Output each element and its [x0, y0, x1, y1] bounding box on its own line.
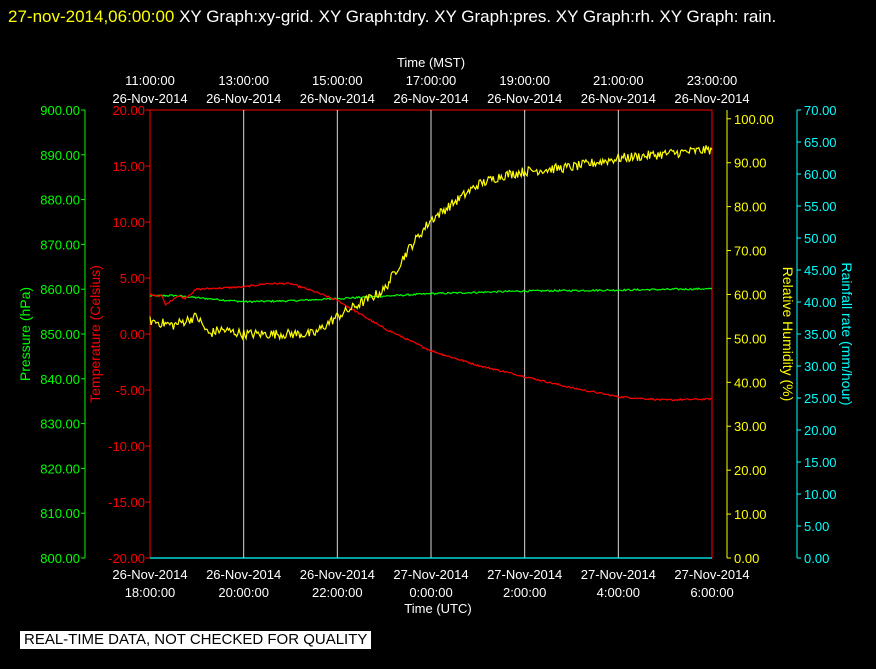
- x-bottom-tick-label: 4:00:00: [597, 585, 640, 600]
- humidity-tick-label: 40.00: [734, 375, 767, 390]
- pressure-axis-label: Pressure (hPa): [17, 287, 33, 381]
- timestamp: 27-nov-2014,06:00:00: [8, 7, 175, 26]
- rain-tick-label: 30.00: [804, 359, 837, 374]
- humidity-axis-label: Relative Humidity (%): [780, 267, 796, 402]
- rain-tick-label: 5.00: [804, 519, 829, 534]
- rain-tick-label: 55.00: [804, 199, 837, 214]
- x-bottom-tick-label: 27-Nov-2014: [487, 567, 562, 582]
- temperature-tick-label: -10.00: [108, 439, 145, 454]
- rain-tick-label: 45.00: [804, 263, 837, 278]
- x-bottom-tick-label: 27-Nov-2014: [393, 567, 468, 582]
- humidity-tick-label: 20.00: [734, 463, 767, 478]
- temperature-tick-label: -15.00: [108, 495, 145, 510]
- x-top-tick-label: 26-Nov-2014: [112, 91, 187, 106]
- x-bottom-tick-label: 27-Nov-2014: [581, 567, 656, 582]
- x-bottom-tick-label: 20:00:00: [218, 585, 269, 600]
- x-top-tick-label: 26-Nov-2014: [581, 91, 656, 106]
- temperature-tick-label: -20.00: [108, 551, 145, 566]
- pressure-tick-label: 810.00: [40, 506, 80, 521]
- humidity-tick-label: 0.00: [734, 551, 759, 566]
- temperature-tick-label: 5.00: [120, 271, 145, 286]
- temperature-series-line: [149, 282, 713, 402]
- pressure-tick-label: 900.00: [40, 103, 80, 118]
- x-bottom-tick-label: 2:00:00: [503, 585, 546, 600]
- x-top-tick-label: 21:00:00: [593, 73, 644, 88]
- pressure-tick-label: 840.00: [40, 372, 80, 387]
- pressure-tick-label: 870.00: [40, 237, 80, 252]
- x-bottom-tick-label: 18:00:00: [125, 585, 176, 600]
- rain-tick-label: 20.00: [804, 423, 837, 438]
- x-top-tick-label: 19:00:00: [499, 73, 550, 88]
- humidity-tick-label: 100.00: [734, 112, 774, 127]
- humidity-tick-label: 90.00: [734, 156, 767, 171]
- rain-tick-label: 65.00: [804, 135, 837, 150]
- x-top-tick-label: 26-Nov-2014: [674, 91, 749, 106]
- rain-tick-label: 0.00: [804, 551, 829, 566]
- x-top-tick-label: 26-Nov-2014: [487, 91, 562, 106]
- pressure-tick-label: 800.00: [40, 551, 80, 566]
- chart-header: 27-nov-2014,06:00:00 XY Graph:xy-grid. X…: [8, 2, 868, 31]
- x-top-tick-label: 23:00:00: [687, 73, 738, 88]
- temperature-tick-label: 10.00: [112, 215, 145, 230]
- temperature-tick-label: -5.00: [115, 383, 145, 398]
- temperature-tick-label: 15.00: [112, 159, 145, 174]
- pressure-tick-label: 880.00: [40, 193, 80, 208]
- humidity-tick-label: 30.00: [734, 419, 767, 434]
- x-bottom-tick-label: 27-Nov-2014: [674, 567, 749, 582]
- pressure-series-line: [149, 287, 713, 304]
- humidity-series-line: [149, 145, 713, 342]
- humidity-tick-label: 80.00: [734, 200, 767, 215]
- x-top-tick-label: 26-Nov-2014: [393, 91, 468, 106]
- x-bottom-tick-label: 22:00:00: [312, 585, 363, 600]
- rain-tick-label: 50.00: [804, 231, 837, 246]
- pressure-tick-label: 830.00: [40, 417, 80, 432]
- rain-tick-label: 70.00: [804, 103, 837, 118]
- humidity-tick-label: 10.00: [734, 507, 767, 522]
- x-bottom-tick-label: 26-Nov-2014: [300, 567, 375, 582]
- rain-tick-label: 15.00: [804, 455, 837, 470]
- graph-list: XY Graph:xy-grid. XY Graph:tdry. XY Grap…: [179, 7, 777, 26]
- rain-tick-label: 60.00: [804, 167, 837, 182]
- rain-tick-label: 40.00: [804, 295, 837, 310]
- temperature-axis-label: Temperature (Celsius): [87, 265, 103, 403]
- x-top-tick-label: 11:00:00: [125, 73, 175, 88]
- x-top-tick-label: 26-Nov-2014: [206, 91, 281, 106]
- pressure-tick-label: 820.00: [40, 461, 80, 476]
- rain-axis-label: Rainfall rate (mm/hour): [839, 262, 855, 405]
- x-top-tick-label: 26-Nov-2014: [300, 91, 375, 106]
- x-top-tick-label: 17:00:00: [406, 73, 457, 88]
- x-bottom-axis-label: Time (UTC): [404, 601, 471, 616]
- x-bottom-tick-label: 26-Nov-2014: [206, 567, 281, 582]
- humidity-tick-label: 60.00: [734, 287, 767, 302]
- temperature-tick-label: 0.00: [120, 327, 145, 342]
- x-top-axis-label: Time (MST): [397, 55, 465, 70]
- x-bottom-tick-label: 0:00:00: [409, 585, 452, 600]
- rain-tick-label: 25.00: [804, 391, 837, 406]
- temperature-tick-label: 20.00: [112, 103, 145, 118]
- x-top-tick-label: 13:00:00: [218, 73, 269, 88]
- pressure-tick-label: 890.00: [40, 148, 80, 163]
- humidity-tick-label: 50.00: [734, 331, 767, 346]
- x-bottom-tick-label: 6:00:00: [690, 585, 733, 600]
- pressure-tick-label: 850.00: [40, 327, 80, 342]
- pressure-tick-label: 860.00: [40, 282, 80, 297]
- x-top-tick-label: 15:00:00: [312, 73, 363, 88]
- humidity-tick-label: 70.00: [734, 244, 767, 259]
- x-bottom-tick-label: 26-Nov-2014: [112, 567, 187, 582]
- rain-tick-label: 35.00: [804, 327, 837, 342]
- quality-note: REAL-TIME DATA, NOT CHECKED FOR QUALITY: [20, 631, 372, 649]
- rain-tick-label: 10.00: [804, 487, 837, 502]
